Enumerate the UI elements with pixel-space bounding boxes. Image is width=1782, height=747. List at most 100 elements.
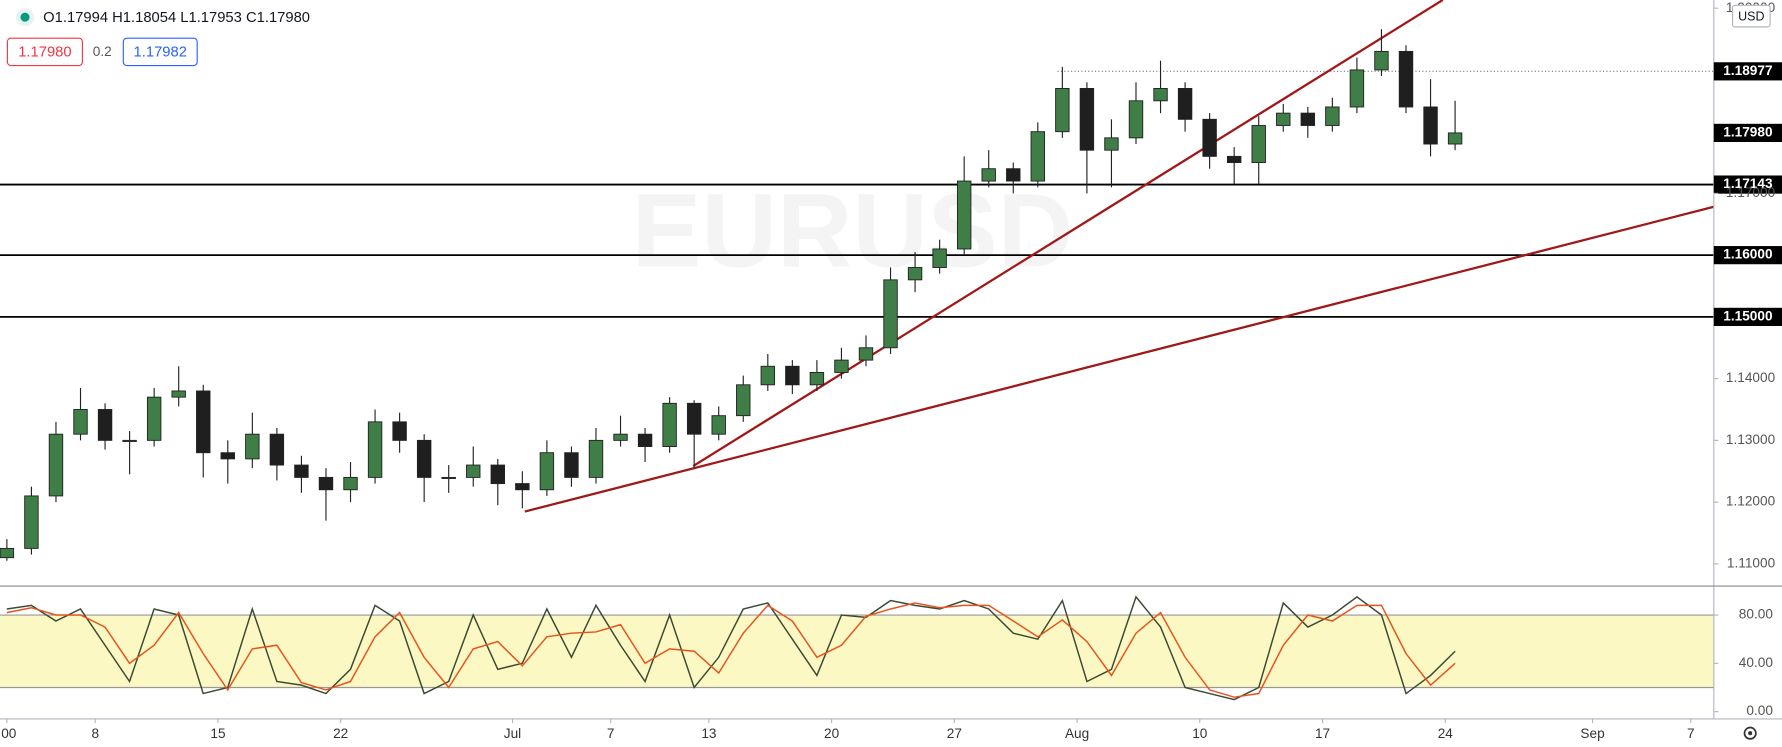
candle-body <box>686 402 702 435</box>
x-tick-label: Sep <box>1580 726 1604 741</box>
candle-body <box>1177 87 1193 120</box>
sell-button[interactable] <box>6 37 83 67</box>
candle-body <box>809 371 825 386</box>
ohlc-legend: O1.17994 H1.18054 L1.17953 C1.17980 <box>43 10 310 26</box>
x-tick-label: 7 <box>607 726 615 741</box>
candle-body <box>490 464 506 485</box>
candle-body <box>1447 132 1463 145</box>
y-tick-label: 1.12000 <box>1726 494 1776 509</box>
candle-body <box>269 433 285 466</box>
candle-body <box>1398 50 1414 108</box>
candle-body <box>1300 112 1316 126</box>
candle-body <box>441 476 456 480</box>
y-tick-label: 0.00 <box>1746 703 1773 718</box>
price-tag <box>1713 62 1782 81</box>
candle-body <box>1251 125 1266 163</box>
candle-body <box>515 483 530 491</box>
watermark: EURUSD <box>632 172 1073 289</box>
x-tick-label: Jul <box>504 726 521 741</box>
candle-body <box>662 402 677 447</box>
currency[interactable]: USD <box>1738 10 1764 24</box>
candle-body <box>122 439 137 442</box>
settings-icon[interactable] <box>1743 726 1757 740</box>
x-tick-label: 7 <box>1687 726 1695 741</box>
candle-body <box>1423 106 1438 145</box>
candle-body <box>171 390 186 398</box>
trendline <box>692 0 1444 468</box>
candle-body <box>956 180 972 250</box>
symbol-icon-dot <box>20 12 30 22</box>
candle-body <box>146 396 162 441</box>
x-tick-label: 24 <box>1438 726 1454 741</box>
candle-body <box>637 433 653 447</box>
candle-body <box>588 439 604 478</box>
settings-hub <box>1748 731 1753 736</box>
candle-body <box>539 452 555 491</box>
y-tick-label: 1.14000 <box>1726 370 1776 385</box>
candle-body <box>416 439 432 478</box>
candle-body <box>245 433 260 460</box>
candle-body <box>48 433 64 497</box>
candle-body <box>97 409 113 441</box>
candle-body <box>294 464 309 478</box>
price-tag <box>1713 246 1782 265</box>
candle-body <box>981 168 996 182</box>
candle-body <box>1104 137 1119 151</box>
y-tick-label: 1.11000 <box>1727 555 1776 570</box>
trendline <box>524 203 1723 513</box>
candle-body <box>932 248 947 268</box>
price-tag-label: 1.16000 <box>1723 247 1773 262</box>
x-tick-label: Aug <box>1065 726 1089 741</box>
candle-body <box>73 409 88 435</box>
price-tag-label: 1.15000 <box>1723 308 1773 323</box>
y-tick-label: 40.00 <box>1739 655 1774 670</box>
candle-body <box>834 359 849 373</box>
candle-body <box>1276 112 1291 126</box>
x-tick-label: 22 <box>333 726 348 741</box>
candle-body <box>564 452 579 478</box>
sell-price[interactable]: 1.17980 <box>18 44 71 60</box>
oscillator-line <box>6 595 1456 701</box>
x-tick-label: 17 <box>1315 726 1330 741</box>
x-tick-label: 10 <box>1192 726 1208 741</box>
spread: 0.2 <box>93 44 112 59</box>
candle-body <box>1055 87 1070 133</box>
currency-box[interactable] <box>1731 4 1771 28</box>
candle-body <box>1226 155 1242 163</box>
price-tag <box>1713 307 1782 326</box>
y-tick-label: 1.17000 <box>1726 185 1776 200</box>
candle-body <box>367 421 383 478</box>
candle-body <box>1128 100 1144 139</box>
candle-body <box>24 495 39 549</box>
price-tag <box>1713 175 1782 194</box>
oscillator-line <box>6 602 1456 698</box>
y-tick-label: 1.13000 <box>1726 432 1776 447</box>
oscillator-pane <box>0 595 1714 701</box>
candle-body <box>613 433 628 441</box>
y-tick-label: 80.00 <box>1739 607 1774 622</box>
candle-body <box>1349 69 1365 108</box>
candle-body <box>907 267 923 281</box>
candle-body <box>858 347 874 361</box>
candle-body <box>1325 106 1340 126</box>
candle-body <box>1202 118 1217 157</box>
price-tag-label: 1.17143 <box>1723 176 1773 191</box>
buy-price[interactable]: 1.17982 <box>134 44 187 60</box>
candle-body <box>0 547 15 559</box>
settings-gear <box>1743 726 1757 740</box>
x-tick-label: 13 <box>701 726 716 741</box>
x-tick-label: 15 <box>210 726 225 741</box>
candle-body <box>392 421 407 441</box>
x-tick-label: 8 <box>91 726 99 741</box>
x-tick-label: 27 <box>947 726 962 741</box>
candle-body <box>785 365 800 386</box>
x-tick-label: 20 <box>824 726 840 741</box>
candle-body <box>343 476 358 491</box>
candle-body <box>883 279 898 349</box>
candle-body <box>1079 87 1095 151</box>
candle-body <box>760 365 776 386</box>
candle-body <box>466 464 481 478</box>
buy-button[interactable] <box>122 37 198 67</box>
